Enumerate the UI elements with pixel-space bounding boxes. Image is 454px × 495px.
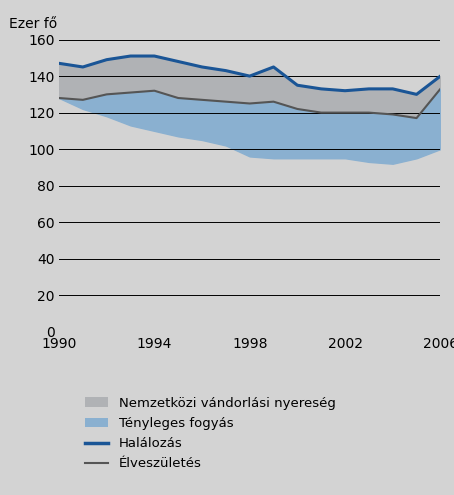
Legend: Nemzetközi vándorlási nyereség, Tényleges fogyás, Halálozás, Élveszületés: Nemzetközi vándorlási nyereség, Ténylege… (85, 396, 336, 470)
Text: Ezer fő: Ezer fő (10, 17, 58, 31)
